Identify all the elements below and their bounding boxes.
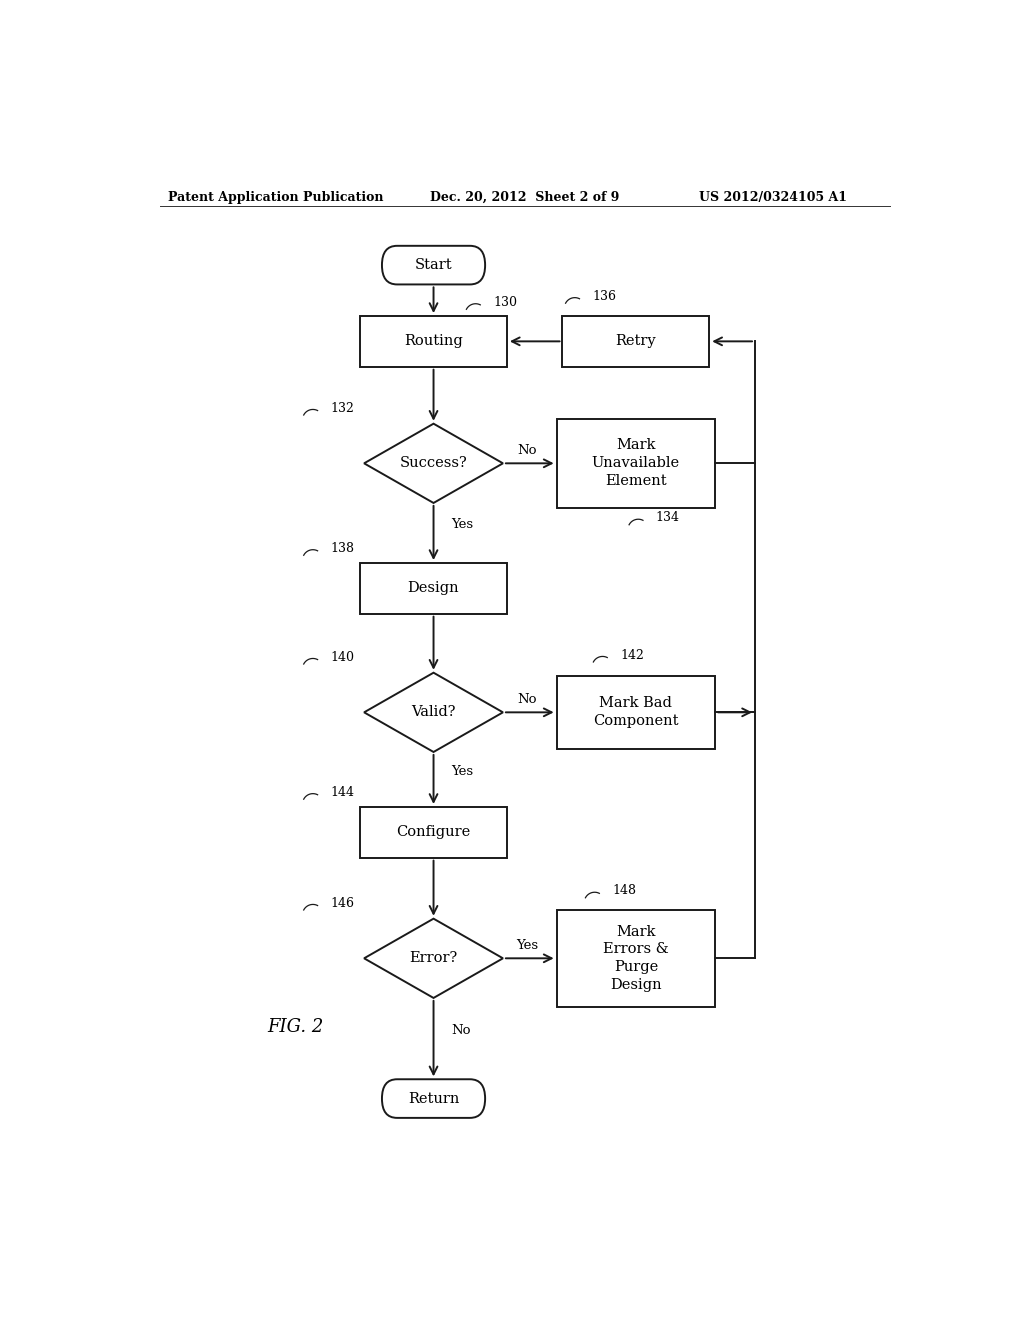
Text: Mark Bad
Component: Mark Bad Component: [593, 697, 679, 729]
Text: 136: 136: [592, 289, 616, 302]
Text: 130: 130: [494, 296, 517, 309]
Text: Patent Application Publication: Patent Application Publication: [168, 190, 383, 203]
FancyBboxPatch shape: [382, 246, 485, 284]
Text: Mark
Errors &
Purge
Design: Mark Errors & Purge Design: [603, 924, 669, 993]
FancyBboxPatch shape: [557, 909, 715, 1007]
Text: Routing: Routing: [404, 334, 463, 348]
FancyBboxPatch shape: [360, 807, 507, 858]
Text: Return: Return: [408, 1092, 459, 1106]
Text: FIG. 2: FIG. 2: [267, 1019, 324, 1036]
Text: Dec. 20, 2012  Sheet 2 of 9: Dec. 20, 2012 Sheet 2 of 9: [430, 190, 618, 203]
Polygon shape: [365, 673, 503, 752]
Text: Yes: Yes: [516, 939, 538, 952]
Text: 142: 142: [620, 648, 644, 661]
FancyBboxPatch shape: [360, 562, 507, 614]
Text: No: No: [517, 693, 537, 706]
Text: No: No: [451, 1024, 470, 1038]
Text: US 2012/0324105 A1: US 2012/0324105 A1: [699, 190, 848, 203]
Text: 138: 138: [331, 541, 354, 554]
Text: 146: 146: [331, 896, 354, 909]
Text: Yes: Yes: [451, 764, 473, 777]
FancyBboxPatch shape: [382, 1080, 485, 1118]
Text: Retry: Retry: [615, 334, 656, 348]
Text: Success?: Success?: [399, 457, 467, 470]
FancyBboxPatch shape: [557, 418, 715, 508]
Text: Valid?: Valid?: [412, 705, 456, 719]
FancyBboxPatch shape: [562, 315, 710, 367]
Text: 132: 132: [331, 401, 354, 414]
Text: 140: 140: [331, 651, 354, 664]
Text: 144: 144: [331, 785, 354, 799]
Text: Error?: Error?: [410, 952, 458, 965]
Text: Configure: Configure: [396, 825, 471, 840]
Text: Start: Start: [415, 259, 453, 272]
Text: 148: 148: [612, 884, 636, 898]
FancyBboxPatch shape: [557, 676, 715, 748]
Text: Design: Design: [408, 581, 460, 595]
Text: Yes: Yes: [451, 519, 473, 532]
Polygon shape: [365, 919, 503, 998]
Text: Mark
Unavailable
Element: Mark Unavailable Element: [592, 438, 680, 488]
Polygon shape: [365, 424, 503, 503]
FancyBboxPatch shape: [360, 315, 507, 367]
Text: 134: 134: [655, 511, 680, 524]
Text: No: No: [517, 444, 537, 457]
